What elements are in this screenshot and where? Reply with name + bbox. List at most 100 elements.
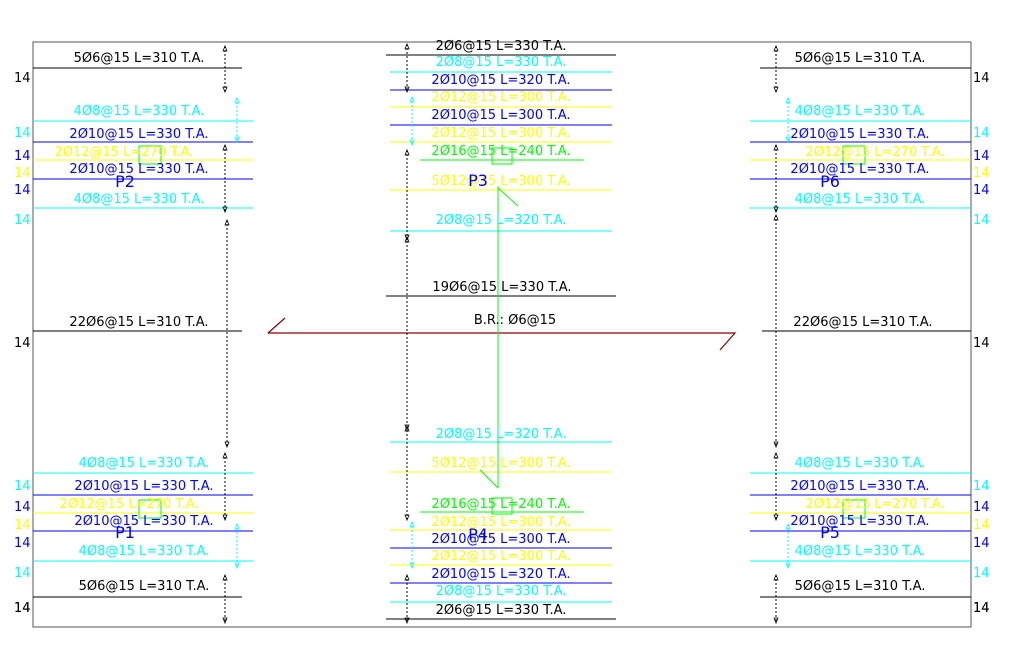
dimension-tick: [785, 96, 791, 104]
dimension-tick: [773, 573, 779, 581]
rebar-label: 2Ø8@15 L=320 T.A.: [436, 427, 567, 442]
pile-label: P6: [820, 172, 840, 191]
rebar-label: 5Ø6@15 L=310 T.A.: [795, 51, 926, 66]
dimension-tick: [404, 148, 410, 156]
section-line: [267, 317, 737, 351]
dimension-tick: [224, 441, 230, 449]
dimension-tick: [785, 136, 791, 144]
dimension-tick: [222, 573, 228, 581]
rebar-labels: 5Ø6@15 L=310 T.A. 14 4Ø8@15 L=330 T.A. 14 2Ø…: [14, 39, 990, 618]
dimension-tick: [222, 617, 228, 625]
rebar-label: 19Ø6@15 L=330 T.A.: [432, 280, 571, 295]
edge-label: 14: [973, 166, 990, 181]
dimension-tick: [404, 86, 410, 94]
dimension-tick: [404, 42, 410, 50]
edge-label: 14: [973, 601, 990, 616]
rebar-label: 2Ø12@15 L=270 T.A.: [805, 497, 944, 512]
rebar-label: 2Ø10@15 L=330 T.A.: [69, 127, 208, 142]
dimension-tick: [404, 617, 410, 625]
pile-marker: [138, 499, 162, 519]
rebar-label: 4Ø8@15 L=330 T.A.: [79, 456, 210, 471]
pile-label: P3: [468, 171, 488, 190]
edge-label: 14: [14, 213, 31, 228]
dimension-tick: [222, 86, 228, 94]
edge-label: 14: [14, 500, 31, 515]
rebar-label: 2Ø16@15 L=240 T.A.: [431, 144, 570, 159]
rebar-label: 5Ø6@15 L=310 T.A.: [795, 579, 926, 594]
rebar-label: 2Ø10@15 L=330 T.A.: [790, 479, 929, 494]
dimension-tick: [222, 206, 228, 214]
dimension-tick: [409, 139, 415, 147]
pile-label: P5: [820, 523, 840, 542]
rebar-label: 4Ø8@15 L=330 T.A.: [79, 544, 210, 559]
dimension-tick: [404, 514, 410, 522]
rebar-label: 2Ø10@15 L=330 T.A.: [69, 162, 208, 177]
rebar-label: 2Ø10@15 L=320 T.A.: [431, 73, 570, 88]
rebar-label: 22Ø6@15 L=310 T.A.: [793, 315, 932, 330]
dimension-tick: [234, 96, 240, 104]
rebar-label: 4Ø8@15 L=330 T.A.: [795, 104, 926, 119]
dimension-tick: [773, 143, 779, 151]
dimension-tick: [222, 143, 228, 151]
dimension-tick: [222, 514, 228, 522]
dimension-tick: [785, 522, 791, 530]
rebar-label: 2Ø10@15 L=330 T.A.: [790, 162, 929, 177]
rebar-label: 2Ø12@15 L=270 T.A.: [54, 145, 193, 160]
dimension-tick: [773, 213, 779, 221]
rebar-label: 2Ø12@15 L=300 T.A.: [431, 549, 570, 564]
pile-label: P4: [468, 525, 488, 544]
rebar-label: 2Ø10@15 L=330 T.A.: [790, 514, 929, 529]
rebar-label: 4Ø8@15 L=330 T.A.: [74, 104, 205, 119]
dimension-tick: [404, 235, 410, 243]
dimension-tick: [222, 44, 228, 52]
rebar-label: 4Ø8@15 L=330 T.A.: [795, 456, 926, 471]
edge-label: 14: [973, 500, 990, 515]
rebar-label: 4Ø8@15 L=330 T.A.: [795, 544, 926, 559]
dimension-tick: [409, 562, 415, 570]
pile-marker: [491, 147, 513, 165]
edge-label: 14: [973, 566, 990, 581]
edge-label: 14: [14, 71, 31, 86]
rebar-label: 2Ø10@15 L=300 T.A.: [431, 532, 570, 547]
edge-label: 14: [973, 71, 990, 86]
rebar-label: 4Ø8@15 L=330 T.A.: [795, 192, 926, 207]
edge-label: 14: [973, 213, 990, 228]
rebar-label: 2Ø10@15 L=300 T.A.: [431, 108, 570, 123]
dimension-tick: [773, 451, 779, 459]
dimension-tick: [224, 218, 230, 226]
rebar-label: 2Ø12@15 L=300 T.A.: [431, 126, 570, 141]
edge-label: 14: [973, 149, 990, 164]
edge-label: 14: [973, 183, 990, 198]
rebar-label: 2Ø12@15 L=300 T.A.: [431, 515, 570, 530]
edge-label: 14: [973, 518, 990, 533]
slab-outline: [32, 41, 972, 628]
dimension-tick: [409, 95, 415, 103]
dimension-tick: [234, 562, 240, 570]
edge-label: 14: [14, 518, 31, 533]
dimension-tick: [773, 514, 779, 522]
rebar-label: 2Ø8@15 L=330 T.A.: [436, 55, 567, 70]
edge-label: 14: [973, 536, 990, 551]
rebar-label: 2Ø12@15 L=270 T.A.: [59, 497, 198, 512]
rebar-label: 2Ø8@15 L=320 T.A.: [436, 213, 567, 228]
dimension-tick: [773, 86, 779, 94]
rebar-label: 5Ø6@15 L=310 T.A.: [79, 579, 210, 594]
dimension-tick: [234, 136, 240, 144]
rebar-label: 2Ø16@15 L=240 T.A.: [431, 497, 570, 512]
rebar-label: 2Ø10@15 L=330 T.A.: [74, 479, 213, 494]
edge-label: 14: [973, 479, 990, 494]
rebar-label: 2Ø6@15 L=330 T.A.: [436, 603, 567, 618]
dimension-tick: [773, 441, 779, 449]
edge-label: 14: [14, 149, 31, 164]
edge-label: 14: [973, 336, 990, 351]
edge-label: 14: [14, 479, 31, 494]
rebar-label: 2Ø10@15 L=320 T.A.: [431, 567, 570, 582]
edge-label: 14: [14, 536, 31, 551]
rebar-label: 2Ø12@15 L=270 T.A.: [805, 145, 944, 160]
dimension-tick: [222, 451, 228, 459]
rebar-label: 2Ø10@15 L=330 T.A.: [74, 514, 213, 529]
rebar-label: 22Ø6@15 L=310 T.A.: [69, 315, 208, 330]
dimension-tick: [773, 617, 779, 625]
dimension-tick: [409, 520, 415, 528]
